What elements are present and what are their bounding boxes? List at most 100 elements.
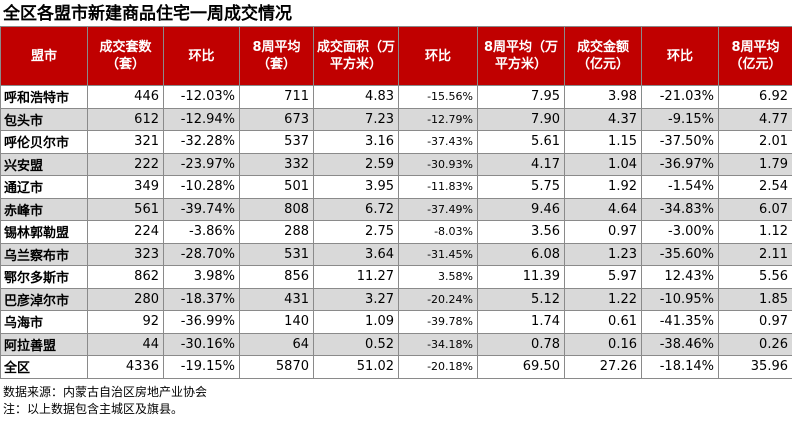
cell-area-change: -20.18% xyxy=(398,355,478,379)
cell-area-change: -15.56% xyxy=(398,85,478,109)
cell-amount-change: -35.60% xyxy=(641,242,719,266)
cell-units-sold: 280 xyxy=(87,287,164,311)
cell-area-sold: 2.59 xyxy=(313,152,399,176)
cell-units-change: -32.28% xyxy=(163,130,240,154)
cell-amount-sold: 0.97 xyxy=(564,220,642,244)
cell-units-sold: 44 xyxy=(87,332,164,356)
cell-area-change: -8.03% xyxy=(398,220,478,244)
cell-amount-sold: 4.37 xyxy=(564,107,642,131)
cell-units-change: -28.70% xyxy=(163,242,240,266)
cell-units-change: -18.37% xyxy=(163,287,240,311)
cell-area-8wk-avg: 7.95 xyxy=(477,85,565,109)
cell-area-sold: 3.64 xyxy=(313,242,399,266)
cell-area-change: -37.49% xyxy=(398,197,478,221)
cell-amount-sold: 1.15 xyxy=(564,130,642,154)
cell-area-8wk-avg: 1.74 xyxy=(477,310,565,334)
cell-area-8wk-avg: 69.50 xyxy=(477,355,565,379)
table-row: 乌兰察布市 323 -28.70% 531 3.64 -31.45% 6.08 1.23 -35… xyxy=(0,242,792,266)
cell-amount-change: -1.54% xyxy=(641,175,719,199)
cell-region: 呼伦贝尔市 xyxy=(0,130,88,154)
cell-amount-change: -37.50% xyxy=(641,130,719,154)
cell-region: 阿拉善盟 xyxy=(0,332,88,356)
table-body: 呼和浩特市 446 -12.03% 711 4.83 -15.56% 7.95 3.98 -21… xyxy=(0,85,792,379)
cell-amount-8wk-avg: 0.97 xyxy=(718,310,792,334)
table-row: 包头市 612 -12.94% 673 7.23 -12.79% 7.90 4.37 -9.15… xyxy=(0,107,792,131)
cell-units-change: -12.94% xyxy=(163,107,240,131)
header-amount-change: 环比 xyxy=(641,26,719,86)
cell-units-8wk-avg: 856 xyxy=(239,265,314,289)
cell-units-change: -36.99% xyxy=(163,310,240,334)
cell-units-change: -39.74% xyxy=(163,197,240,221)
cell-units-change: -19.15% xyxy=(163,355,240,379)
cell-units-sold: 862 xyxy=(87,265,164,289)
cell-region: 包头市 xyxy=(0,107,88,131)
cell-area-sold: 2.75 xyxy=(313,220,399,244)
cell-region: 赤峰市 xyxy=(0,197,88,221)
cell-units-change: 3.98% xyxy=(163,265,240,289)
cell-units-change: -30.16% xyxy=(163,332,240,356)
cell-region: 全区 xyxy=(0,355,88,379)
cell-region: 兴安盟 xyxy=(0,152,88,176)
cell-units-sold: 4336 xyxy=(87,355,164,379)
cell-units-sold: 92 xyxy=(87,310,164,334)
cell-amount-sold: 4.64 xyxy=(564,197,642,221)
cell-units-sold: 323 xyxy=(87,242,164,266)
cell-area-change: -30.93% xyxy=(398,152,478,176)
cell-units-8wk-avg: 501 xyxy=(239,175,314,199)
table-row: 通辽市 349 -10.28% 501 3.95 -11.83% 5.75 1.92 -1.54… xyxy=(0,175,792,199)
cell-area-sold: 7.23 xyxy=(313,107,399,131)
header-units-change: 环比 xyxy=(163,26,240,86)
cell-amount-sold: 0.61 xyxy=(564,310,642,334)
cell-amount-change: -9.15% xyxy=(641,107,719,131)
cell-amount-change: -10.95% xyxy=(641,287,719,311)
cell-units-sold: 222 xyxy=(87,152,164,176)
page-title: 全区各盟市新建商品住宅一周成交情况 xyxy=(3,4,292,24)
cell-area-change: -34.18% xyxy=(398,332,478,356)
footnotes: 数据来源：内蒙古自治区房地产业协会 注：以上数据包含主城区及旗县。 xyxy=(3,384,207,418)
cell-amount-change: -38.46% xyxy=(641,332,719,356)
cell-amount-8wk-avg: 1.85 xyxy=(718,287,792,311)
cell-area-change: -11.83% xyxy=(398,175,478,199)
cell-area-sold: 4.83 xyxy=(313,85,399,109)
cell-region: 鄂尔多斯市 xyxy=(0,265,88,289)
transaction-table: 盟市 成交套数（套） 环比 8周平均（套） 成交面积（万平方米） 环比 8周平均… xyxy=(0,26,792,379)
header-units-8wk-avg: 8周平均（套） xyxy=(239,26,314,86)
cell-units-change: -12.03% xyxy=(163,85,240,109)
cell-area-8wk-avg: 3.56 xyxy=(477,220,565,244)
cell-area-change: -39.78% xyxy=(398,310,478,334)
cell-amount-8wk-avg: 1.12 xyxy=(718,220,792,244)
table-row: 鄂尔多斯市 862 3.98% 856 11.27 3.58% 11.39 5.97 12.43… xyxy=(0,265,792,289)
cell-amount-8wk-avg: 4.77 xyxy=(718,107,792,131)
header-region: 盟市 xyxy=(0,26,88,86)
cell-area-sold: 0.52 xyxy=(313,332,399,356)
cell-units-8wk-avg: 288 xyxy=(239,220,314,244)
cell-units-8wk-avg: 140 xyxy=(239,310,314,334)
cell-units-8wk-avg: 537 xyxy=(239,130,314,154)
cell-amount-sold: 1.23 xyxy=(564,242,642,266)
cell-amount-change: -3.00% xyxy=(641,220,719,244)
cell-amount-change: -41.35% xyxy=(641,310,719,334)
cell-units-change: -3.86% xyxy=(163,220,240,244)
cell-amount-change: -18.14% xyxy=(641,355,719,379)
cell-area-8wk-avg: 4.17 xyxy=(477,152,565,176)
cell-area-8wk-avg: 11.39 xyxy=(477,265,565,289)
cell-units-sold: 349 xyxy=(87,175,164,199)
cell-area-8wk-avg: 5.12 xyxy=(477,287,565,311)
table-row: 兴安盟 222 -23.97% 332 2.59 -30.93% 4.17 1.04 -36.9… xyxy=(0,152,792,176)
cell-amount-sold: 0.16 xyxy=(564,332,642,356)
cell-area-8wk-avg: 5.61 xyxy=(477,130,565,154)
header-units-sold: 成交套数（套） xyxy=(87,26,164,86)
cell-units-8wk-avg: 808 xyxy=(239,197,314,221)
cell-amount-8wk-avg: 0.26 xyxy=(718,332,792,356)
cell-amount-8wk-avg: 35.96 xyxy=(718,355,792,379)
header-area-8wk-avg: 8周平均（万平方米） xyxy=(477,26,565,86)
header-area-change: 环比 xyxy=(398,26,478,86)
cell-units-8wk-avg: 673 xyxy=(239,107,314,131)
cell-region: 呼和浩特市 xyxy=(0,85,88,109)
cell-amount-sold: 1.04 xyxy=(564,152,642,176)
cell-amount-8wk-avg: 6.07 xyxy=(718,197,792,221)
cell-units-8wk-avg: 711 xyxy=(239,85,314,109)
scope-note: 注：以上数据包含主城区及旗县。 xyxy=(3,402,184,416)
cell-region: 乌海市 xyxy=(0,310,88,334)
table-row: 锡林郭勒盟 224 -3.86% 288 2.75 -8.03% 3.56 0.97 -3.00… xyxy=(0,220,792,244)
